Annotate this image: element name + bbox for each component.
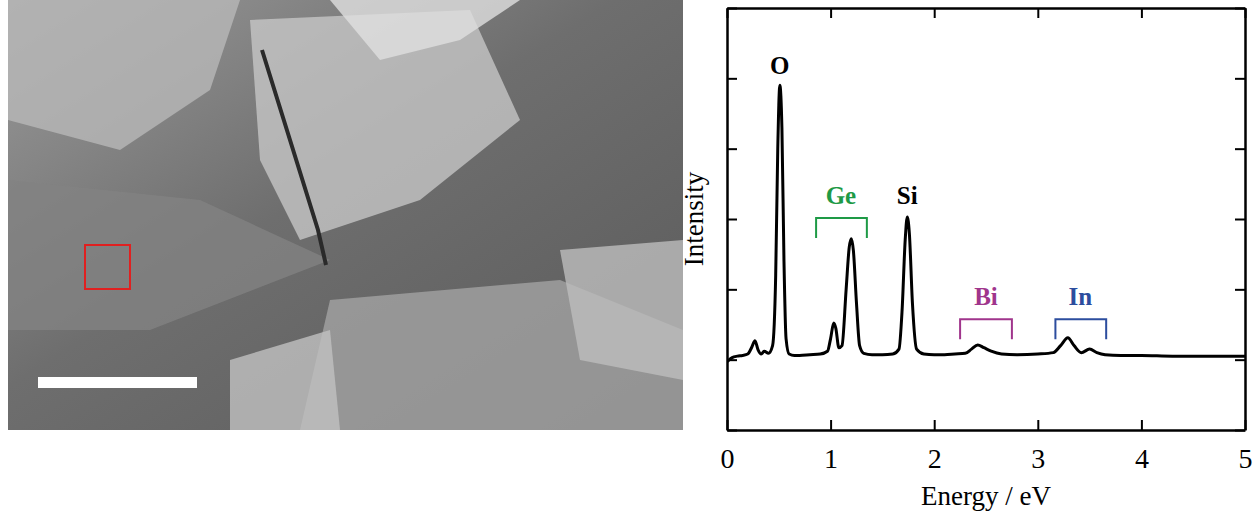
frame-top xyxy=(728,7,1246,10)
x-tick-mark xyxy=(1037,8,1039,18)
x-tick-label: 5 xyxy=(1239,443,1253,474)
y-tick-right xyxy=(1235,219,1245,220)
y-tick xyxy=(727,289,737,290)
x-tick-mark xyxy=(934,8,936,18)
y-axis-title: Intensity xyxy=(679,171,709,266)
micrograph-background xyxy=(8,0,683,430)
micrograph-region xyxy=(560,240,683,380)
y-axis-right xyxy=(1235,9,1246,431)
y-tick-mark xyxy=(727,78,737,80)
peak-bracket xyxy=(816,218,867,238)
peak-label: Ge xyxy=(826,182,857,209)
spectrum-chart: 0 1 2 3 4 5 Energy / eV Intensity O Ge Si Bi In xyxy=(679,8,1253,511)
x-tick-label: 1 xyxy=(824,443,838,474)
peak-label: Bi xyxy=(974,283,998,310)
x-tick-mark xyxy=(830,8,832,18)
x-axis-title: Energy / eV xyxy=(921,481,1051,511)
x-tick-mark xyxy=(1141,420,1143,430)
x-tick-mark xyxy=(934,420,936,430)
y-tick-right xyxy=(1235,360,1245,361)
x-tick-top xyxy=(1141,8,1142,18)
plot-area xyxy=(727,85,1245,361)
x-tick-label: 4 xyxy=(1135,443,1149,474)
annotations: O Ge Si Bi In xyxy=(770,52,1106,339)
x-tick: 1 xyxy=(824,420,838,474)
micrograph-region xyxy=(230,330,340,430)
y-tick-mark xyxy=(1235,148,1245,150)
y-tick-mark xyxy=(727,430,737,432)
y-tick-mark xyxy=(727,8,737,10)
spectrum-line xyxy=(727,85,1245,361)
peak-label: O xyxy=(770,52,789,79)
y-tick-right xyxy=(1235,289,1245,290)
x-tick-top xyxy=(831,8,832,18)
x-tick: 3 xyxy=(1031,420,1045,474)
x-axis-line xyxy=(728,429,1246,432)
y-tick-mark xyxy=(727,289,737,291)
x-tick-mark xyxy=(830,420,832,430)
y-tick-mark xyxy=(1235,219,1245,221)
y-tick-right xyxy=(1235,78,1245,79)
x-tick-label: 2 xyxy=(928,443,942,474)
micrograph-region xyxy=(330,0,520,60)
x-axis: 0 1 2 3 4 5 xyxy=(721,420,1253,474)
y-tick xyxy=(727,219,737,220)
y-tick-mark xyxy=(1235,430,1245,432)
y-tick-right xyxy=(1235,149,1245,150)
peak-label: Si xyxy=(897,182,918,209)
peak-bracket xyxy=(960,319,1012,339)
x-tick-label: 0 xyxy=(721,443,735,474)
x-tick-mark xyxy=(1141,8,1143,18)
y-axis xyxy=(727,9,737,431)
x-axis-top xyxy=(728,8,1246,18)
y-tick xyxy=(727,149,737,150)
y-tick-right xyxy=(1235,8,1245,9)
y-tick-mark xyxy=(727,219,737,221)
x-tick-top xyxy=(934,8,935,18)
y-tick-mark xyxy=(1235,359,1245,361)
micrograph xyxy=(8,0,683,430)
x-tick: 2 xyxy=(928,420,942,474)
y-tick xyxy=(727,8,737,9)
peak-bracket xyxy=(1055,319,1106,339)
micrograph-region xyxy=(8,180,330,330)
x-tick-mark xyxy=(1037,420,1039,430)
x-tick-top xyxy=(1038,8,1039,18)
analysis-region xyxy=(85,245,130,289)
y-tick-right xyxy=(1235,430,1245,431)
y-tick-mark xyxy=(1235,78,1245,80)
y-tick xyxy=(727,78,737,79)
crack xyxy=(262,50,326,265)
x-tick-label: 3 xyxy=(1031,443,1045,474)
y-tick-mark xyxy=(1235,289,1245,291)
scale-bar xyxy=(38,377,197,388)
y-tick xyxy=(727,430,737,431)
y-tick-mark xyxy=(1235,8,1245,10)
figure: 0 1 2 3 4 5 Energy / eV Intensity O Ge Si Bi In xyxy=(0,0,1260,516)
x-tick: 4 xyxy=(1135,420,1149,474)
y-tick-mark xyxy=(727,148,737,150)
micrograph-region xyxy=(8,0,240,150)
peak-label: In xyxy=(1068,283,1092,310)
